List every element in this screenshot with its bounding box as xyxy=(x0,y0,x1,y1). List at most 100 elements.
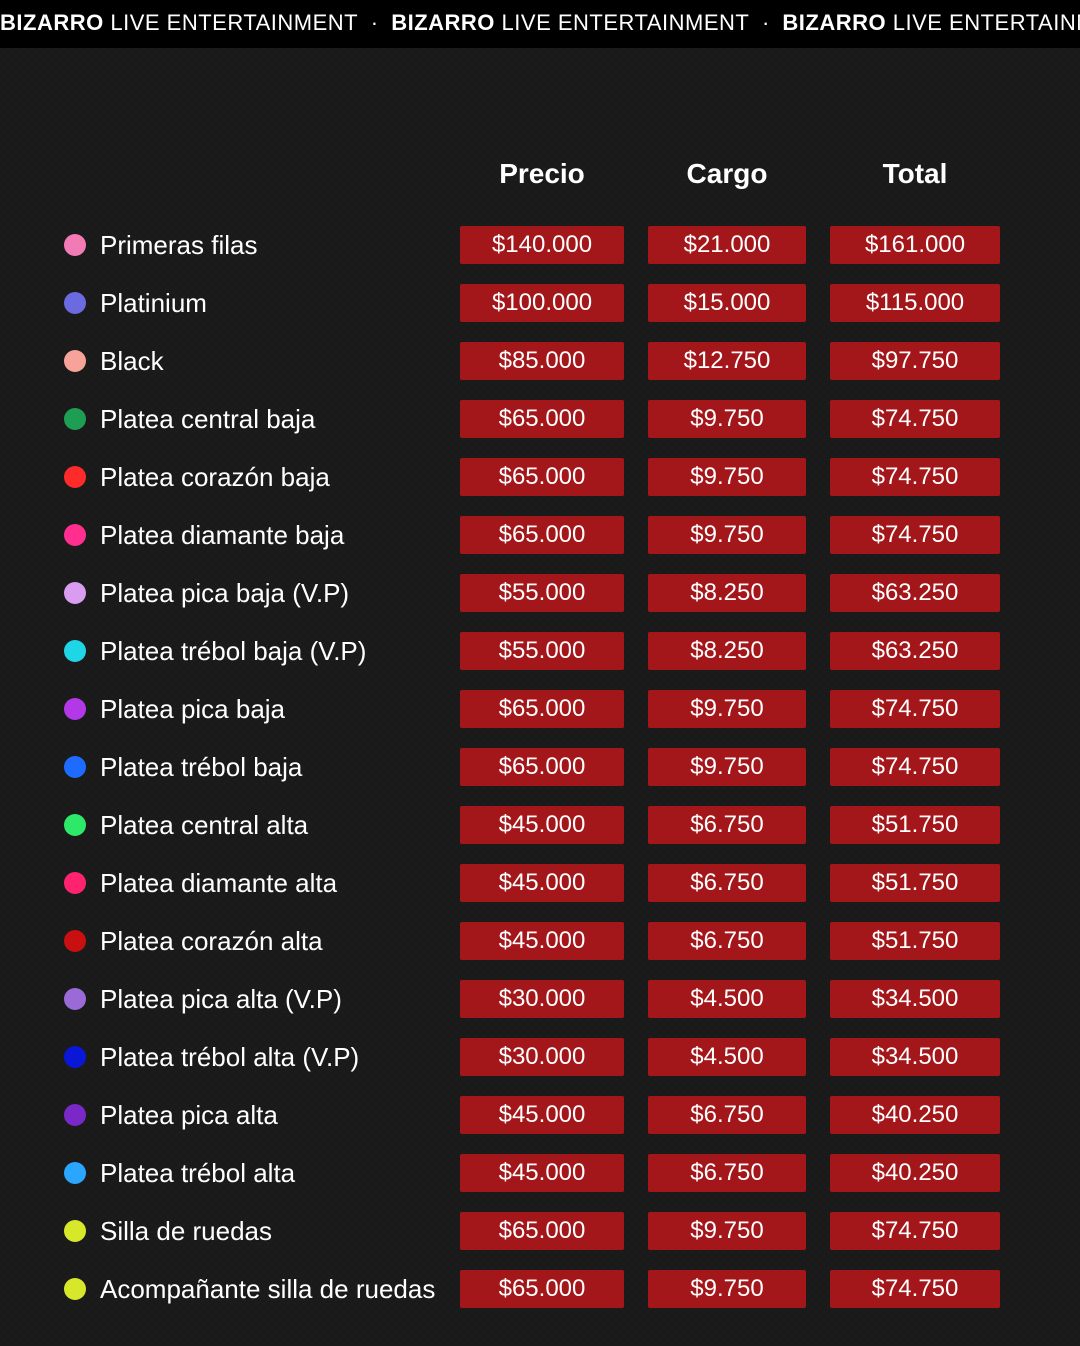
table-row: Platea corazón baja$65.000 $9.750 $74.750 xyxy=(60,448,1020,506)
price-pill-total: $40.250 xyxy=(830,1096,1000,1134)
color-dot-icon xyxy=(64,814,86,836)
row-label: Platea central alta xyxy=(100,810,460,841)
color-dot-icon xyxy=(64,1162,86,1184)
row-label: Platea trébol baja xyxy=(100,752,460,783)
price-pill-cargo: $9.750 xyxy=(648,516,806,554)
row-label: Platea pica baja (V.P) xyxy=(100,578,460,609)
price-pill-total: $74.750 xyxy=(830,1212,1000,1250)
color-dot-icon xyxy=(64,292,86,314)
row-label: Platea pica baja xyxy=(100,694,460,725)
row-label: Silla de ruedas xyxy=(100,1216,460,1247)
price-pill-precio: $65.000 xyxy=(460,458,624,496)
price-pill-cargo: $15.000 xyxy=(648,284,806,322)
color-dot-icon xyxy=(64,1104,86,1126)
table-row: Platea pica baja$65.000$9.750$74.750 xyxy=(60,680,1020,738)
color-dot-icon xyxy=(64,640,86,662)
row-label: Platea corazón alta xyxy=(100,926,460,957)
price-pill-cargo: $9.750 xyxy=(648,458,806,496)
price-pill-total: $51.750 xyxy=(830,864,1000,902)
price-pill-total: $115.000 xyxy=(830,284,1000,322)
color-dot-icon xyxy=(64,582,86,604)
price-pill-total: $74.750 xyxy=(830,458,1000,496)
row-label: Primeras filas xyxy=(100,230,460,261)
table-row: Platea diamante alta$45.000$6.750$51.750 xyxy=(60,854,1020,912)
price-pill-precio: $45.000 xyxy=(460,1096,624,1134)
price-pill-total: $74.750 xyxy=(830,400,1000,438)
table-row: Platea trébol alta (V.P)$30.000$4.500$34… xyxy=(60,1028,1020,1086)
price-pill-cargo: $6.750 xyxy=(648,1154,806,1192)
price-pill-cargo: $21.000 xyxy=(648,226,806,264)
header-precio: Precio xyxy=(460,158,624,190)
price-pill-cargo: $4.500 xyxy=(648,980,806,1018)
color-dot-icon xyxy=(64,698,86,720)
price-pill-cargo: $6.750 xyxy=(648,806,806,844)
table-header-row: Precio Cargo Total xyxy=(60,158,1020,190)
table-row: Primeras filas$140.000 $21.000 $161.000 xyxy=(60,216,1020,274)
price-pill-precio: $100.000 xyxy=(460,284,624,322)
price-pill-cargo: $4.500 xyxy=(648,1038,806,1076)
color-dot-icon xyxy=(64,408,86,430)
price-pill-precio: $65.000 xyxy=(460,400,624,438)
table-row: Platea pica alta$45.000 $6.750 $40.250 xyxy=(60,1086,1020,1144)
price-pill-total: $74.750 xyxy=(830,748,1000,786)
row-label: Platea trébol baja (V.P) xyxy=(100,636,460,667)
row-label: Platea diamante baja xyxy=(100,520,460,551)
price-pill-total: $51.750 xyxy=(830,806,1000,844)
price-pill-cargo: $9.750 xyxy=(648,748,806,786)
color-dot-icon xyxy=(64,234,86,256)
price-pill-cargo: $12.750 xyxy=(648,342,806,380)
row-label: Platea pica alta xyxy=(100,1100,460,1131)
price-pill-precio: $65.000 xyxy=(460,1212,624,1250)
color-dot-icon xyxy=(64,988,86,1010)
table-row: Acompañante silla de ruedas$65.000$9.750… xyxy=(60,1260,1020,1318)
table-row: Platea trébol alta$45.000$6.750$40.250 xyxy=(60,1144,1020,1202)
table-row: Platinium$100.000 $15.000 $115.000 xyxy=(60,274,1020,332)
price-pill-precio: $65.000 xyxy=(460,690,624,728)
row-label: Black xyxy=(100,346,460,377)
price-pill-total: $161.000 xyxy=(830,226,1000,264)
price-pill-cargo: $9.750 xyxy=(648,690,806,728)
row-label: Platinium xyxy=(100,288,460,319)
table-row: Platea trébol baja$65.000 $9.750 $74.750 xyxy=(60,738,1020,796)
color-dot-icon xyxy=(64,350,86,372)
price-pill-total: $34.500 xyxy=(830,1038,1000,1076)
table-row: Platea diamante baja$65.000$9.750$74.750 xyxy=(60,506,1020,564)
price-pill-total: $34.500 xyxy=(830,980,1000,1018)
header-cargo: Cargo xyxy=(648,158,806,190)
price-pill-precio: $45.000 xyxy=(460,922,624,960)
price-pill-precio: $55.000 xyxy=(460,632,624,670)
color-dot-icon xyxy=(64,930,86,952)
row-label: Platea pica alta (V.P) xyxy=(100,984,460,1015)
color-dot-icon xyxy=(64,466,86,488)
price-pill-total: $40.250 xyxy=(830,1154,1000,1192)
price-pill-total: $63.250 xyxy=(830,632,1000,670)
price-pill-cargo: $6.750 xyxy=(648,1096,806,1134)
price-pill-cargo: $8.250 xyxy=(648,632,806,670)
row-label: Platea corazón baja xyxy=(100,462,460,493)
color-dot-icon xyxy=(64,872,86,894)
color-dot-icon xyxy=(64,524,86,546)
price-pill-total: $63.250 xyxy=(830,574,1000,612)
row-label: Platea central baja xyxy=(100,404,460,435)
price-pill-precio: $140.000 xyxy=(460,226,624,264)
color-dot-icon xyxy=(64,756,86,778)
row-label: Acompañante silla de ruedas xyxy=(100,1274,460,1305)
top-banner: BIZARRO LIVE ENTERTAINMENT · BIZARRO LIV… xyxy=(0,0,1080,48)
price-pill-precio: $65.000 xyxy=(460,748,624,786)
table-row: Platea central baja$65.000$9.750$74.750 xyxy=(60,390,1020,448)
table-row: Silla de ruedas$65.000 $9.750 $74.750 xyxy=(60,1202,1020,1260)
table-row: Platea pica alta (V.P)$30.000$4.500$34.5… xyxy=(60,970,1020,1028)
price-pill-total: $97.750 xyxy=(830,342,1000,380)
table-row: Platea central alta$45.000$6.750$51.750 xyxy=(60,796,1020,854)
price-pill-precio: $45.000 xyxy=(460,1154,624,1192)
color-dot-icon xyxy=(64,1046,86,1068)
price-pill-cargo: $9.750 xyxy=(648,1212,806,1250)
price-pill-cargo: $6.750 xyxy=(648,922,806,960)
price-pill-precio: $55.000 xyxy=(460,574,624,612)
color-dot-icon xyxy=(64,1220,86,1242)
color-dot-icon xyxy=(64,1278,86,1300)
price-pill-precio: $45.000 xyxy=(460,864,624,902)
table-row: Platea corazón alta$45.000$6.750$51.750 xyxy=(60,912,1020,970)
row-label: Platea diamante alta xyxy=(100,868,460,899)
price-pill-precio: $30.000 xyxy=(460,1038,624,1076)
